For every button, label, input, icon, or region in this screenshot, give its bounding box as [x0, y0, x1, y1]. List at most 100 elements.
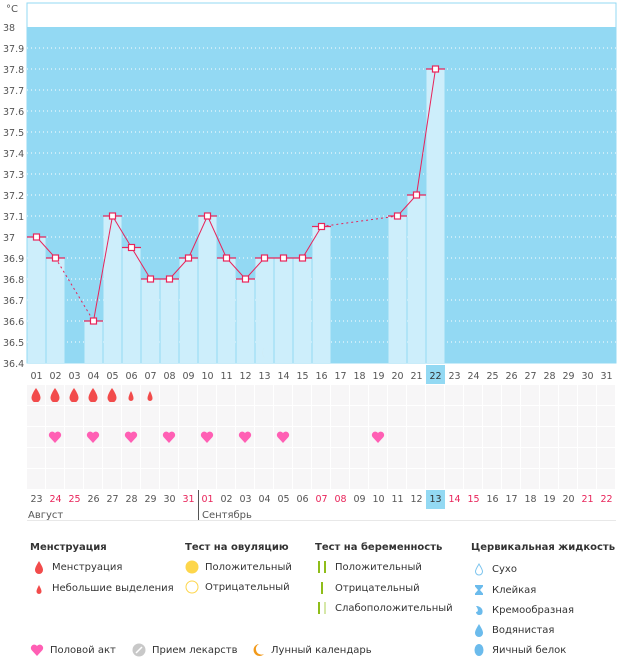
grid-cell[interactable]	[141, 469, 159, 489]
grid-cell[interactable]	[331, 406, 349, 426]
grid-cell[interactable]	[350, 427, 368, 447]
grid-cell[interactable]	[46, 406, 64, 426]
grid-cell[interactable]	[160, 406, 178, 426]
grid-cell[interactable]	[274, 406, 292, 426]
grid-cell[interactable]	[27, 406, 45, 426]
grid-cell[interactable]	[103, 427, 121, 447]
grid-cell[interactable]	[540, 469, 558, 489]
grid-cell[interactable]	[160, 385, 178, 405]
grid-cell[interactable]	[65, 448, 83, 468]
grid-cell[interactable]	[103, 448, 121, 468]
grid-cell[interactable]	[540, 406, 558, 426]
grid-cell[interactable]	[521, 448, 539, 468]
grid-cell[interactable]	[160, 448, 178, 468]
grid-cell[interactable]	[217, 469, 235, 489]
grid-cell[interactable]	[122, 469, 140, 489]
grid-cell[interactable]	[521, 469, 539, 489]
grid-cell[interactable]	[502, 469, 520, 489]
grid-cell[interactable]	[559, 469, 577, 489]
grid-cell[interactable]	[331, 469, 349, 489]
grid-cell[interactable]	[445, 385, 463, 405]
grid-cell[interactable]	[312, 469, 330, 489]
grid-cell[interactable]	[217, 448, 235, 468]
grid-cell[interactable]	[65, 406, 83, 426]
grid-cell[interactable]	[198, 469, 216, 489]
grid-cell[interactable]	[293, 406, 311, 426]
grid-cell[interactable]	[236, 448, 254, 468]
grid-cell[interactable]	[179, 385, 197, 405]
grid-cell[interactable]	[46, 469, 64, 489]
grid-cell[interactable]	[160, 469, 178, 489]
grid-cell[interactable]	[597, 385, 615, 405]
grid-cell[interactable]	[445, 448, 463, 468]
grid-cell[interactable]	[502, 406, 520, 426]
grid-cell[interactable]	[236, 406, 254, 426]
grid-cell[interactable]	[84, 406, 102, 426]
grid-cell[interactable]	[350, 448, 368, 468]
grid-cell[interactable]	[445, 469, 463, 489]
grid-cell[interactable]	[198, 406, 216, 426]
grid-cell[interactable]	[312, 427, 330, 447]
grid-cell[interactable]	[312, 385, 330, 405]
grid-cell[interactable]	[464, 385, 482, 405]
grid-cell[interactable]	[274, 385, 292, 405]
grid-cell[interactable]	[521, 385, 539, 405]
grid-cell[interactable]	[350, 406, 368, 426]
grid-cell[interactable]	[464, 448, 482, 468]
grid-cell[interactable]	[179, 406, 197, 426]
grid-cell[interactable]	[540, 448, 558, 468]
grid-cell[interactable]	[521, 427, 539, 447]
grid-cell[interactable]	[236, 469, 254, 489]
grid-cell[interactable]	[122, 448, 140, 468]
grid-cell[interactable]	[464, 406, 482, 426]
grid-cell[interactable]	[521, 406, 539, 426]
grid-cell[interactable]	[464, 427, 482, 447]
grid-cell[interactable]	[483, 469, 501, 489]
grid-cell[interactable]	[293, 385, 311, 405]
grid-cell[interactable]	[27, 469, 45, 489]
grid-cell[interactable]	[426, 469, 444, 489]
grid-cell[interactable]	[578, 427, 596, 447]
grid-cell[interactable]	[103, 406, 121, 426]
grid-cell[interactable]	[217, 427, 235, 447]
grid-cell[interactable]	[331, 427, 349, 447]
grid-cell[interactable]	[217, 406, 235, 426]
grid-cell[interactable]	[597, 427, 615, 447]
grid-cell[interactable]	[274, 469, 292, 489]
grid-cell[interactable]	[369, 385, 387, 405]
grid-cell[interactable]	[27, 448, 45, 468]
grid-cell[interactable]	[141, 427, 159, 447]
grid-cell[interactable]	[27, 427, 45, 447]
grid-cell[interactable]	[388, 427, 406, 447]
grid-cell[interactable]	[483, 385, 501, 405]
grid-cell[interactable]	[445, 427, 463, 447]
grid-cell[interactable]	[483, 448, 501, 468]
grid-cell[interactable]	[483, 427, 501, 447]
grid-cell[interactable]	[369, 406, 387, 426]
grid-cell[interactable]	[559, 427, 577, 447]
grid-cell[interactable]	[407, 427, 425, 447]
grid-cell[interactable]	[369, 448, 387, 468]
grid-cell[interactable]	[274, 448, 292, 468]
grid-cell[interactable]	[179, 448, 197, 468]
grid-cell[interactable]	[293, 448, 311, 468]
grid-cell[interactable]	[255, 427, 273, 447]
grid-cell[interactable]	[255, 385, 273, 405]
grid-cell[interactable]	[217, 385, 235, 405]
grid-cell[interactable]	[426, 406, 444, 426]
grid-cell[interactable]	[293, 469, 311, 489]
grid-cell[interactable]	[578, 469, 596, 489]
grid-cell[interactable]	[578, 385, 596, 405]
grid-cell[interactable]	[255, 448, 273, 468]
grid-cell[interactable]	[388, 385, 406, 405]
grid-cell[interactable]	[293, 427, 311, 447]
grid-cell[interactable]	[559, 448, 577, 468]
grid-cell[interactable]	[502, 385, 520, 405]
grid-cell[interactable]	[350, 385, 368, 405]
grid-cell[interactable]	[103, 469, 121, 489]
grid-cell[interactable]	[255, 469, 273, 489]
grid-cell[interactable]	[559, 406, 577, 426]
grid-cell[interactable]	[597, 406, 615, 426]
grid-cell[interactable]	[198, 448, 216, 468]
grid-cell[interactable]	[559, 385, 577, 405]
